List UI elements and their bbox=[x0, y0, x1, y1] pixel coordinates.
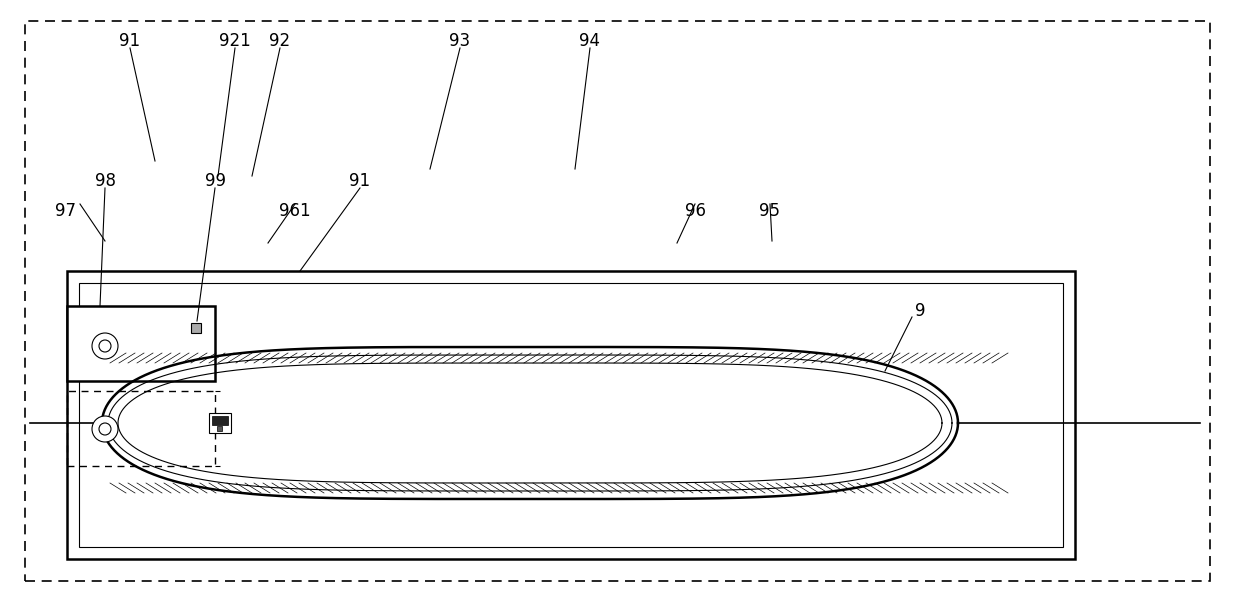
Bar bbox=[67, 306, 215, 381]
Text: 94: 94 bbox=[579, 32, 600, 50]
Circle shape bbox=[99, 340, 112, 352]
Text: 9: 9 bbox=[915, 302, 925, 320]
Circle shape bbox=[92, 333, 118, 359]
Text: 921: 921 bbox=[219, 32, 250, 50]
Bar bbox=[79, 283, 1063, 547]
Bar bbox=[191, 323, 201, 333]
Text: 99: 99 bbox=[205, 172, 226, 190]
Bar bbox=[212, 416, 228, 425]
Circle shape bbox=[99, 423, 112, 435]
Bar bbox=[67, 271, 1075, 559]
Text: 96: 96 bbox=[684, 202, 706, 220]
Bar bbox=[67, 391, 215, 466]
Text: 92: 92 bbox=[269, 32, 290, 50]
Bar bbox=[210, 413, 231, 433]
Text: 98: 98 bbox=[94, 172, 115, 190]
Circle shape bbox=[92, 416, 118, 442]
Text: 961: 961 bbox=[279, 202, 311, 220]
Text: 91: 91 bbox=[350, 172, 371, 190]
Text: 91: 91 bbox=[119, 32, 140, 50]
Text: 97: 97 bbox=[55, 202, 76, 220]
Bar bbox=[217, 426, 222, 431]
Text: 95: 95 bbox=[759, 202, 780, 220]
Text: 93: 93 bbox=[449, 32, 470, 50]
